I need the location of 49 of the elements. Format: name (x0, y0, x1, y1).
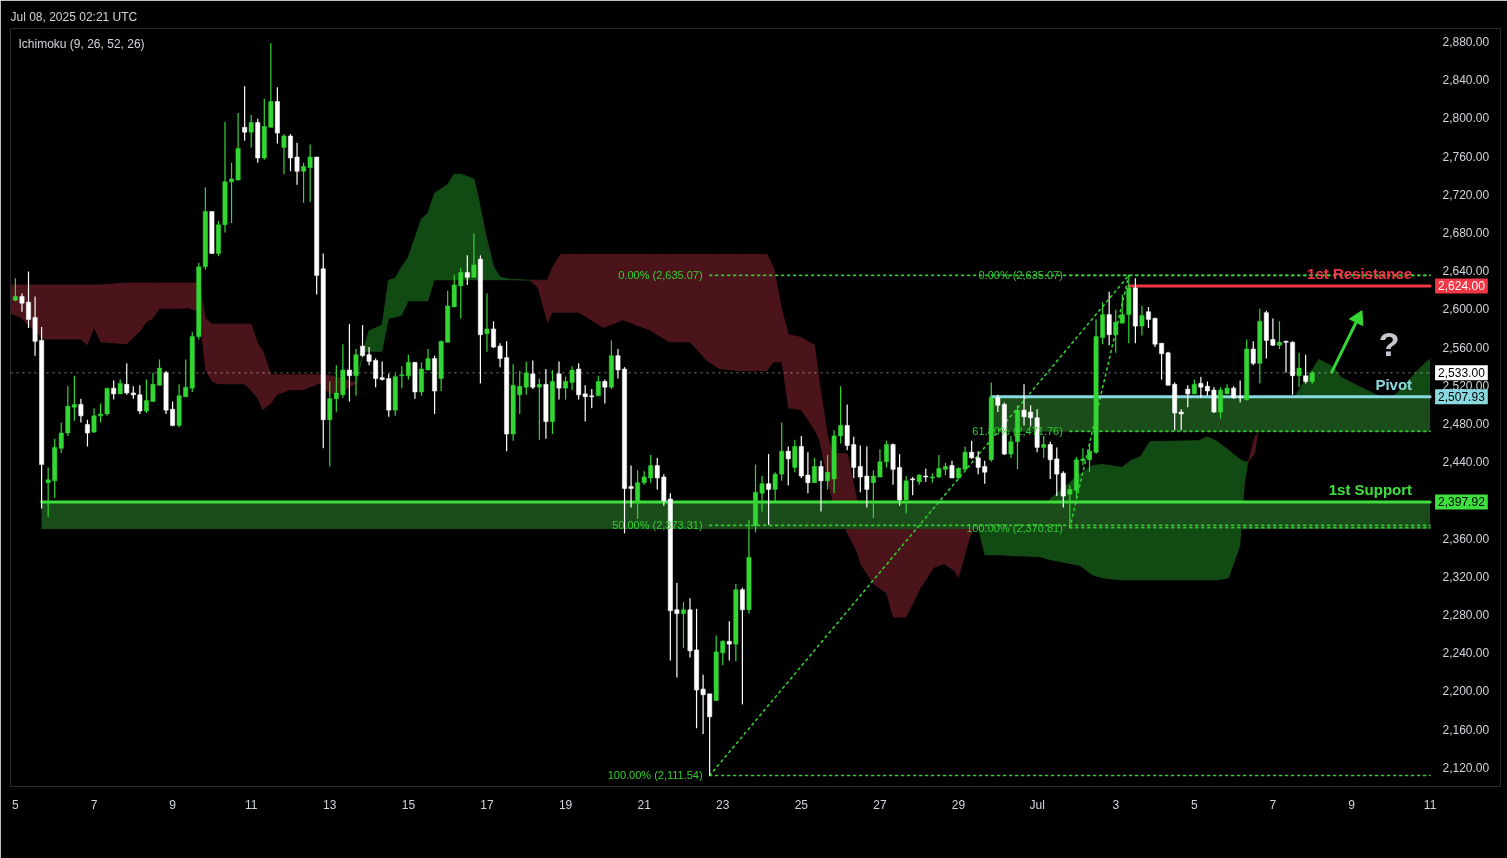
x-tick-label: 21 (637, 797, 652, 812)
x-tick-label: 11 (1423, 797, 1437, 812)
data-label: 2,507.93 (1438, 390, 1486, 405)
x-tick-label: 11 (244, 797, 258, 812)
x-tick-label: Jul (1029, 797, 1045, 812)
x-tick-label: 5 (12, 797, 20, 812)
y-tick-label: 2,600.00 (1442, 302, 1490, 317)
x-tick-label: 25 (794, 797, 809, 812)
x-tick-label: 7 (1269, 797, 1277, 812)
x-tick-label: 13 (323, 797, 337, 812)
x-tick-label: 9 (1348, 797, 1356, 812)
y-tick-label: 2,680.00 (1442, 225, 1490, 240)
y-tick-label: 2,800.00 (1442, 111, 1490, 126)
x-tick-label: 5 (1190, 797, 1198, 812)
x-tick-label: 17 (480, 797, 494, 812)
x-tick-label: 23 (716, 797, 730, 812)
y-tick-label: 2,760.00 (1442, 149, 1490, 164)
y-tick-label: 2,120.00 (1442, 760, 1490, 775)
y-tick-label: 2,440.00 (1442, 455, 1490, 470)
x-tick-label: 19 (558, 797, 573, 812)
y-tick-label: 2,160.00 (1442, 722, 1490, 737)
y-tick-label: 2,280.00 (1442, 608, 1490, 623)
y-tick-label: 2,720.00 (1442, 187, 1490, 202)
data-label: 2,397.92 (1438, 495, 1486, 510)
y-tick-label: 2,880.00 (1442, 34, 1490, 49)
y-tick-label: 2,640.00 (1442, 264, 1490, 279)
y-tick-label: 2,200.00 (1442, 684, 1490, 699)
y-tick-label: 2,240.00 (1442, 646, 1490, 661)
annotation: ? (1378, 325, 1400, 364)
annotation: Ichimoku (9, 26, 52, 26) (18, 36, 145, 51)
x-tick-label: 15 (401, 797, 416, 812)
x-tick-label: 7 (90, 797, 98, 812)
x-tick-label: 3 (1112, 797, 1120, 812)
ref-line-label: 2,533.00 (1438, 366, 1486, 381)
x-tick-label: 29 (951, 797, 966, 812)
series-label: 100.00% (2,111.54) (607, 769, 703, 782)
series-label: Pivot (1375, 375, 1413, 393)
y-tick-label: 2,360.00 (1442, 531, 1490, 546)
y-tick-label: 2,840.00 (1442, 73, 1490, 88)
x-tick-label: 9 (169, 797, 177, 812)
series-label: 0.00% (2,635.07) (618, 269, 703, 282)
series-label: 0.00% (2,635.07) (978, 269, 1063, 282)
series-label: 1st Support (1328, 480, 1413, 498)
x-tick-label: 27 (873, 797, 887, 812)
data-label: 2,624.00 (1438, 279, 1486, 294)
y-tick-label: 2,560.00 (1442, 340, 1490, 355)
y-tick-label: 2,320.00 (1442, 569, 1490, 584)
y-tick-label: 2,480.00 (1442, 417, 1490, 431)
text: Jul 08, 2025 02:21 UTC (10, 9, 138, 24)
